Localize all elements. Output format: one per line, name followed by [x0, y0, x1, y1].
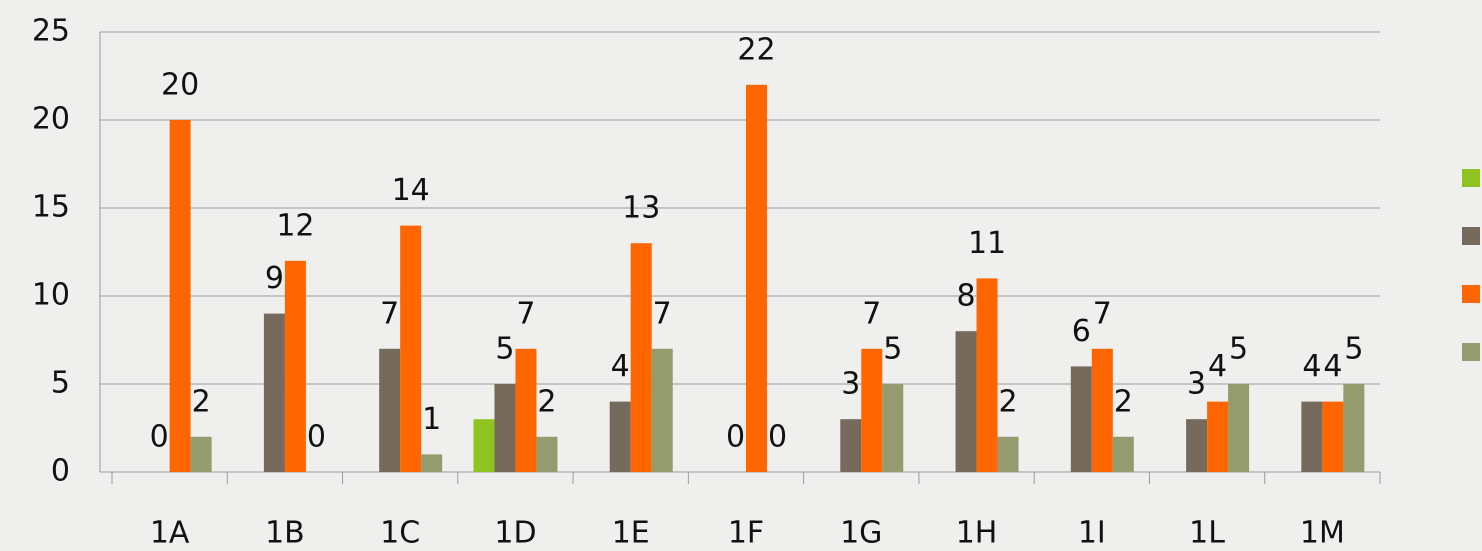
bar — [421, 454, 443, 472]
legend: ABCD — [1462, 169, 1480, 361]
bar — [379, 348, 401, 472]
data-label: 0 — [726, 420, 745, 455]
bar — [515, 348, 537, 472]
bar — [1207, 401, 1229, 472]
legend-swatch — [1462, 227, 1480, 245]
x-tick-label: 1F — [728, 516, 764, 551]
data-label: 5 — [495, 332, 514, 367]
bar — [1112, 436, 1134, 472]
bar — [263, 313, 285, 472]
bar — [473, 419, 495, 472]
y-tick-label: 15 — [32, 190, 70, 225]
bar — [609, 401, 631, 472]
bar — [840, 419, 862, 472]
data-label: 7 — [380, 296, 399, 331]
y-tick-label: 10 — [32, 278, 70, 313]
data-label: 22 — [737, 32, 775, 67]
x-tick-label: 1A — [150, 516, 190, 551]
data-label: 5 — [883, 332, 902, 367]
bar — [882, 384, 904, 472]
y-tick-label: 0 — [51, 454, 70, 489]
bar — [997, 436, 1019, 472]
data-label: 0 — [307, 420, 326, 455]
y-tick-label: 20 — [32, 102, 70, 137]
bar — [1343, 384, 1365, 472]
data-label: 7 — [516, 296, 535, 331]
bar — [651, 348, 673, 472]
data-label: 7 — [862, 296, 881, 331]
bar — [1070, 366, 1092, 472]
data-label: 1 — [422, 402, 441, 437]
x-tick-label: 1E — [612, 516, 650, 551]
legend-swatch — [1462, 169, 1480, 187]
data-label: 4 — [1208, 349, 1227, 384]
x-tick-label: 1B — [265, 516, 305, 551]
data-label: 3 — [841, 367, 860, 402]
bar — [1301, 401, 1323, 472]
data-label: 3 — [1187, 367, 1206, 402]
data-label: 11 — [968, 226, 1006, 261]
y-tick-label: 5 — [51, 366, 70, 401]
x-tick-label: 1M — [1300, 516, 1345, 551]
data-label: 13 — [622, 191, 660, 226]
data-label: 7 — [1093, 296, 1112, 331]
bar — [536, 436, 558, 472]
legend-swatch — [1462, 285, 1480, 303]
bar — [400, 225, 422, 472]
data-label: 6 — [1072, 314, 1091, 349]
data-label: 20 — [161, 68, 199, 103]
data-label: 8 — [956, 279, 975, 314]
x-tick-label: 1L — [1189, 516, 1225, 551]
data-label: 7 — [653, 296, 672, 331]
y-tick-label: 25 — [32, 14, 70, 49]
data-label: 12 — [276, 208, 314, 243]
data-label: 9 — [265, 261, 284, 296]
bar — [1228, 384, 1250, 472]
x-tick-label: 1H — [956, 516, 998, 551]
data-label: 4 — [1302, 349, 1321, 384]
data-label: 2 — [192, 384, 211, 419]
data-label: 5 — [1229, 332, 1248, 367]
bar — [861, 348, 883, 472]
bar — [955, 331, 977, 472]
bar — [1186, 419, 1208, 472]
data-label: 5 — [1344, 332, 1363, 367]
data-label: 4 — [611, 349, 630, 384]
data-label: 14 — [392, 173, 430, 208]
bar — [169, 120, 191, 472]
data-label: 2 — [1114, 384, 1133, 419]
legend-swatch — [1462, 343, 1480, 361]
bar — [1091, 348, 1113, 472]
bar — [284, 260, 306, 472]
bar — [630, 243, 652, 472]
data-label: 0 — [768, 420, 787, 455]
bar — [1322, 401, 1344, 472]
data-label: 4 — [1323, 349, 1342, 384]
x-tick-label: 1I — [1078, 516, 1106, 551]
bar — [976, 278, 998, 472]
data-label: 2 — [998, 384, 1017, 419]
bar — [190, 436, 212, 472]
data-label: 0 — [150, 420, 169, 455]
bar — [746, 84, 767, 473]
bar — [494, 384, 516, 472]
x-tick-label: 1C — [380, 516, 420, 551]
data-label: 2 — [537, 384, 556, 419]
x-tick-label: 1G — [840, 516, 882, 551]
x-tick-label: 1D — [494, 516, 536, 551]
